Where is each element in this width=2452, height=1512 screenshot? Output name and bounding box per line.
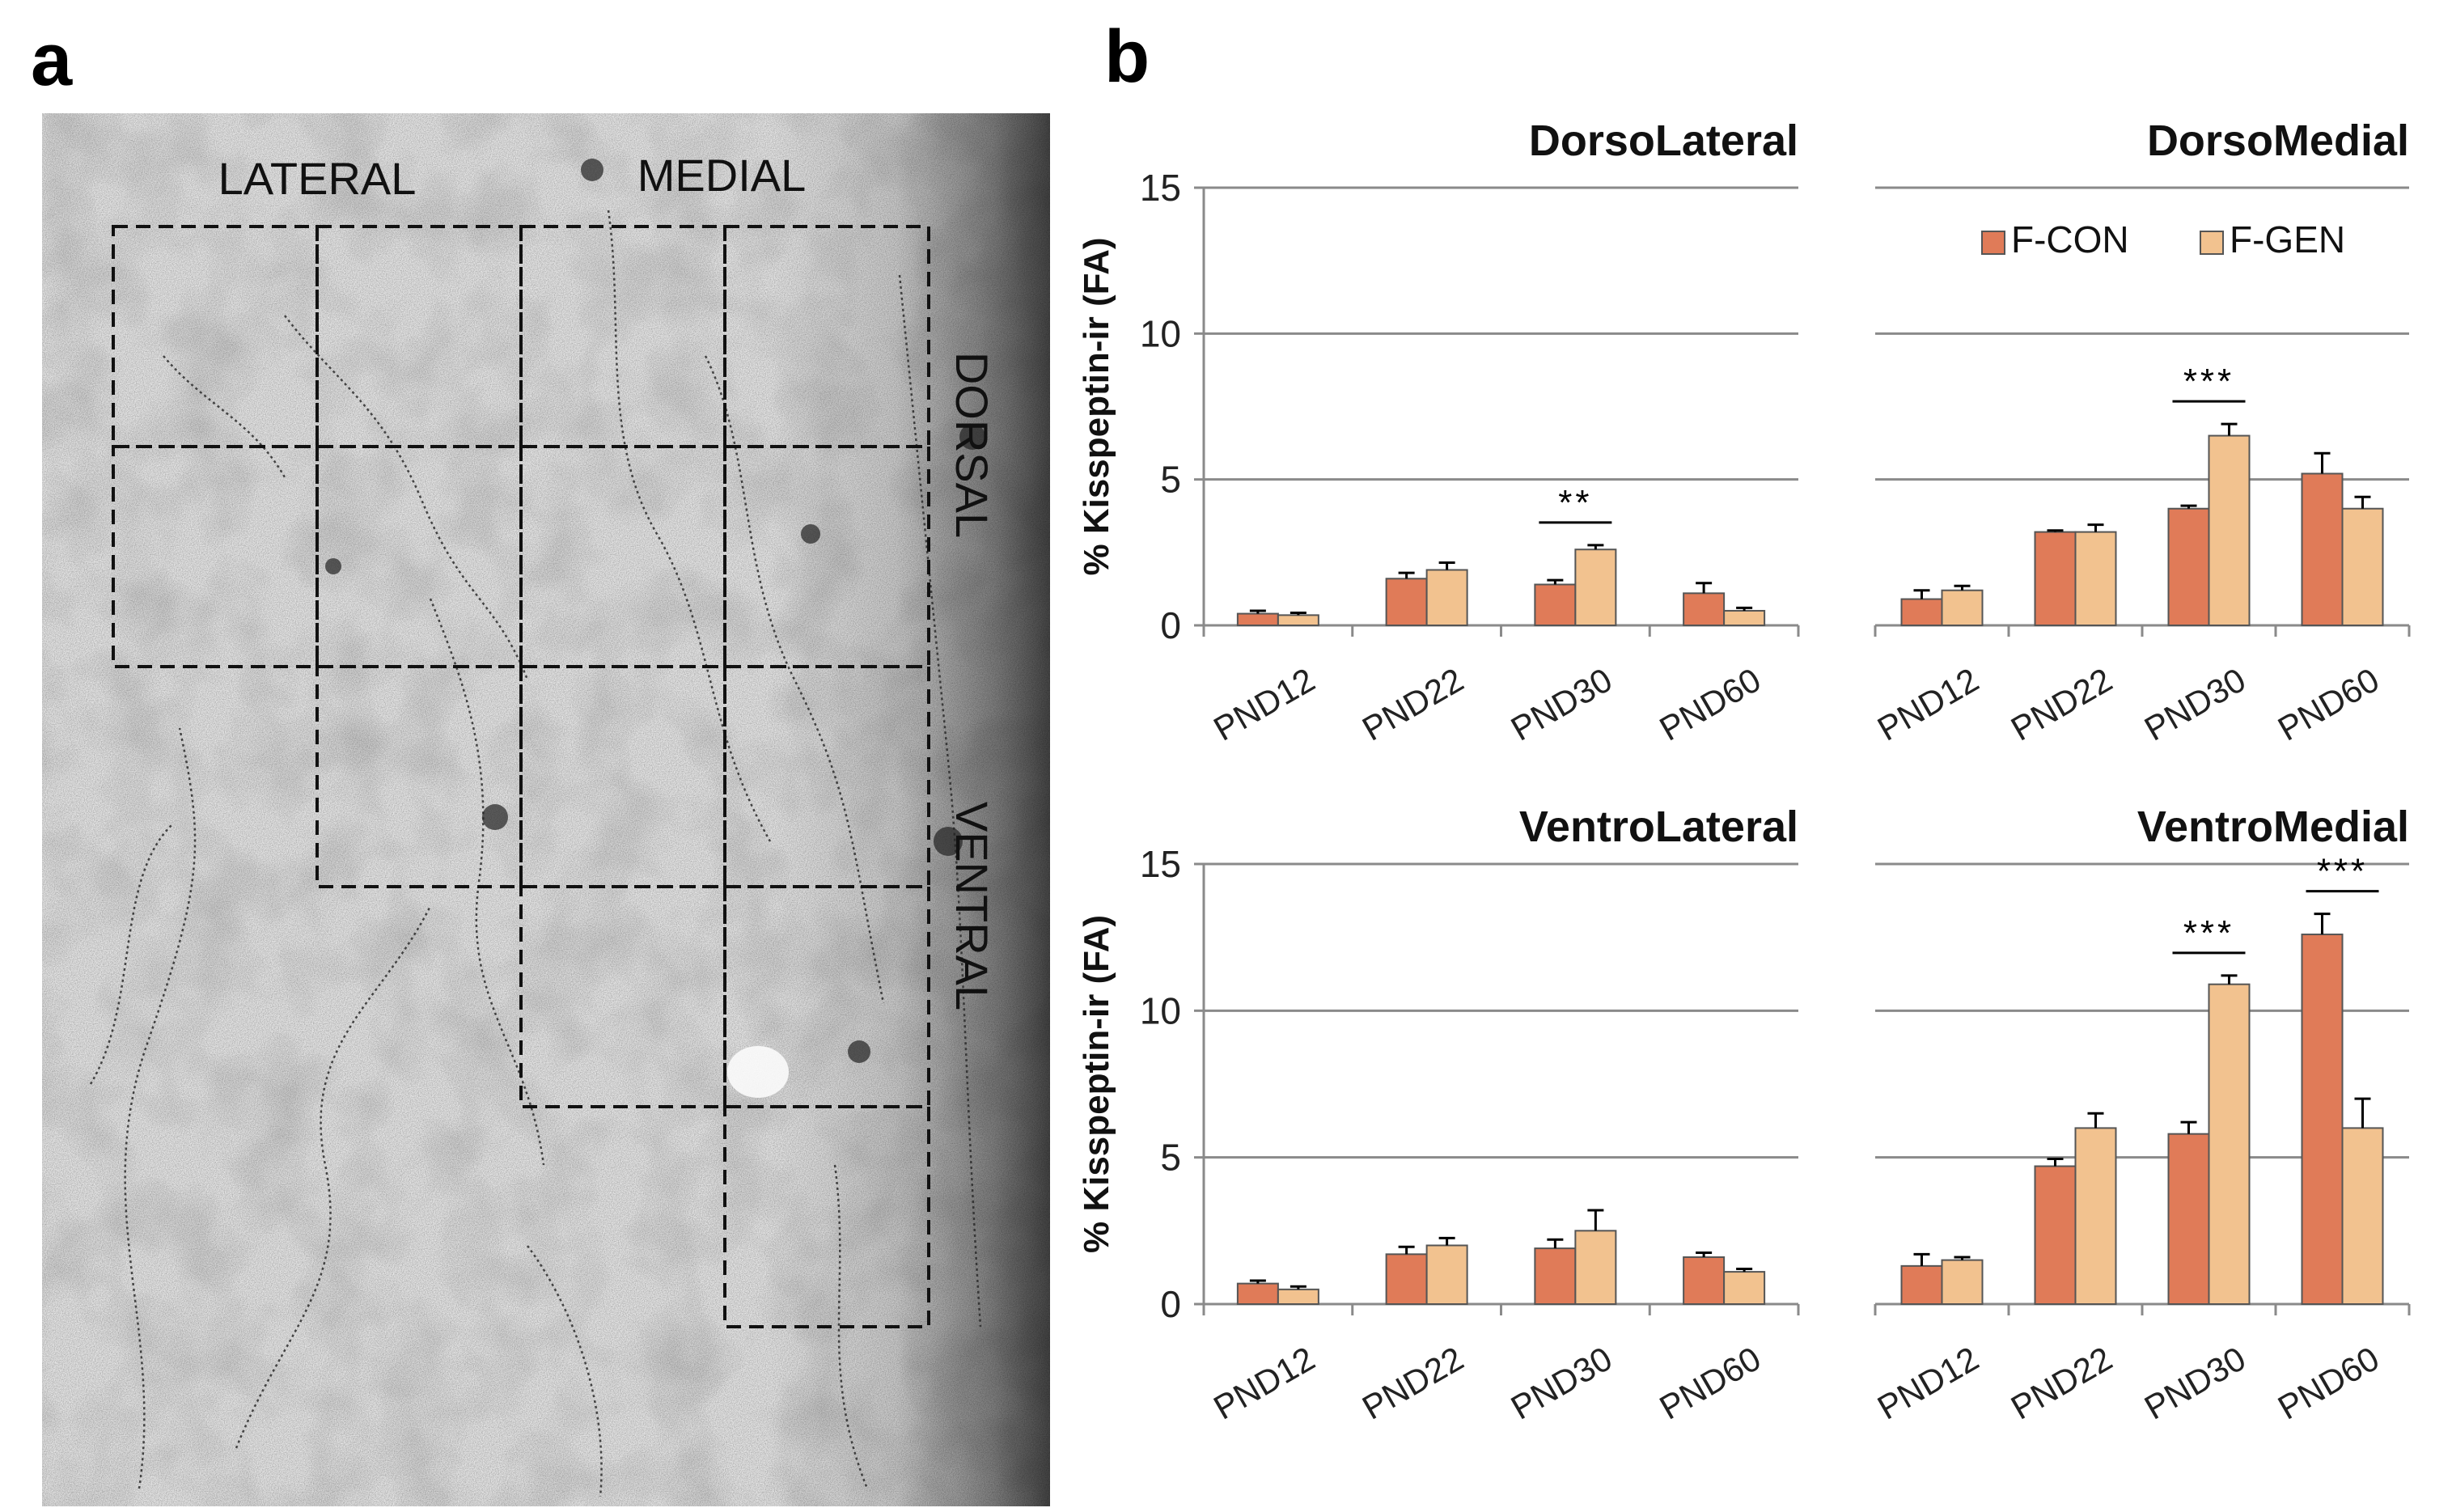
x-tick-label: PND30 bbox=[1505, 660, 1619, 748]
bar-f-con bbox=[1900, 598, 1943, 626]
bar-f-gen bbox=[1574, 548, 1617, 627]
bar-f-gen bbox=[2208, 434, 2251, 626]
y-tick-label: 0 bbox=[1160, 1283, 1181, 1325]
x-tick-label: PND30 bbox=[2138, 1339, 2252, 1426]
y-tick-label: 15 bbox=[1140, 167, 1181, 209]
significance-label: *** bbox=[2183, 362, 2234, 401]
region-box-l2a bbox=[112, 445, 319, 668]
bar-f-con bbox=[1534, 1247, 1577, 1306]
region-box-vm4 bbox=[723, 1105, 930, 1328]
bar-f-gen bbox=[1723, 609, 1766, 627]
label-medial: MEDIAL bbox=[637, 150, 807, 201]
chart-dorsomedial: PND12 PND22 PND30 PND60 *** DorsoMedial F-CON F… bbox=[1871, 116, 2411, 748]
y-tick-label: 15 bbox=[1140, 843, 1181, 885]
bar-f-con bbox=[2034, 1165, 2077, 1305]
micrograph-cell-clusters bbox=[325, 159, 985, 1063]
chart-title: VentroMedial bbox=[2137, 803, 2409, 851]
x-tick-label: PND22 bbox=[2005, 1339, 2119, 1426]
bar-f-gen bbox=[2341, 507, 2384, 626]
region-box-vl1 bbox=[315, 665, 523, 888]
label-lateral: LATERAL bbox=[218, 153, 417, 204]
bar-f-gen bbox=[1723, 1271, 1766, 1306]
bar-f-gen bbox=[1941, 589, 1984, 626]
x-tick-label: PND60 bbox=[1653, 660, 1767, 748]
bar-f-con bbox=[1236, 612, 1279, 626]
y-axis-title: % Kisspeptin-ir (FA) bbox=[1077, 237, 1116, 575]
bar-f-gen bbox=[2208, 983, 2251, 1306]
bar-f-gen bbox=[1574, 1230, 1617, 1306]
bar-f-con bbox=[1385, 578, 1428, 626]
significance-label: ** bbox=[1558, 483, 1592, 523]
bar-f-gen bbox=[1277, 614, 1319, 626]
bar-f-gen bbox=[1425, 569, 1468, 626]
chart-title: VentroLateral bbox=[1519, 803, 1798, 851]
label-dorsal: DORSAL bbox=[946, 352, 997, 538]
bar-f-con bbox=[1683, 592, 1726, 626]
legend-label: F-GEN bbox=[2230, 218, 2345, 260]
bar-f-gen bbox=[2074, 531, 2117, 626]
y-tick-label: 10 bbox=[1140, 989, 1181, 1031]
panel-a-letter: a bbox=[31, 19, 73, 101]
x-tick-label: PND30 bbox=[1505, 1339, 1619, 1426]
legend-swatch-f-con bbox=[1981, 231, 2005, 255]
bar-f-gen bbox=[2074, 1127, 2117, 1306]
region-box-vm2 bbox=[519, 885, 726, 1108]
chart-title: DorsoMedial bbox=[2147, 116, 2409, 165]
chart-ventrolateral: 0 5 10 15 % Kisspeptin-ir (FA) PND12 PND22 PND3… bbox=[1077, 803, 1800, 1427]
bar-f-con bbox=[1236, 1282, 1279, 1305]
y-tick-label: 5 bbox=[1160, 459, 1181, 501]
bar-f-gen bbox=[1425, 1244, 1468, 1306]
x-tick-label: PND60 bbox=[2272, 660, 2386, 748]
x-tick-label: PND22 bbox=[1356, 1339, 1470, 1426]
x-tick-label: PND12 bbox=[1207, 1339, 1321, 1426]
micrograph-image: LATERAL MEDIAL DORSAL VENTRAL bbox=[42, 113, 1050, 1506]
x-tick-label: PND22 bbox=[2005, 660, 2119, 748]
bar-f-con bbox=[1534, 583, 1577, 626]
bar-f-con bbox=[1900, 1264, 1943, 1306]
label-ventral: VENTRAL bbox=[946, 802, 997, 1010]
bar-f-gen bbox=[1277, 1288, 1319, 1306]
x-tick-label: PND30 bbox=[2138, 660, 2252, 748]
chart-ventromedial: PND12 PND22 PND30 PND60******VentroMedial bbox=[1871, 803, 2411, 1427]
x-tick-label: PND60 bbox=[1653, 1339, 1767, 1426]
bar-f-gen bbox=[1941, 1259, 1984, 1305]
legend-label: F-CON bbox=[2011, 218, 2129, 260]
x-tick-label: PND60 bbox=[2272, 1339, 2386, 1426]
region-grid bbox=[112, 225, 930, 1328]
significance-label: *** bbox=[2183, 913, 2234, 953]
bar-f-con bbox=[2167, 1133, 2210, 1305]
y-tick-label: 10 bbox=[1140, 312, 1181, 354]
y-tick-label: 0 bbox=[1160, 604, 1181, 646]
legend-swatch-f-gen bbox=[2200, 231, 2224, 255]
y-tick-label: 5 bbox=[1160, 1137, 1181, 1179]
bar-f-con bbox=[1683, 1256, 1726, 1306]
chart-dorsolateral: 0 5 10 15 % Kisspeptin-ir (FA) PND12 PND22 PND3… bbox=[1077, 116, 1800, 748]
significance-label: *** bbox=[2317, 852, 2368, 892]
x-tick-label: PND12 bbox=[1207, 660, 1321, 748]
panel-b-letter: b bbox=[1104, 15, 1150, 98]
y-axis-title: % Kisspeptin-ir (FA) bbox=[1077, 915, 1116, 1253]
micrograph-bright-spot bbox=[727, 1046, 789, 1098]
x-tick-label: PND22 bbox=[1356, 660, 1470, 748]
bar-f-con bbox=[2167, 507, 2210, 626]
bar-f-gen bbox=[2341, 1127, 2384, 1306]
chart-title: DorsoLateral bbox=[1529, 116, 1798, 165]
micrograph-fibers bbox=[89, 210, 982, 1497]
bar-f-con bbox=[2301, 934, 2344, 1306]
bar-f-con bbox=[2034, 531, 2077, 626]
micrograph-grain bbox=[42, 113, 1050, 1506]
bar-f-con bbox=[1385, 1253, 1428, 1306]
x-tick-label: PND12 bbox=[1871, 660, 1985, 748]
bar-f-con bbox=[2301, 472, 2344, 626]
x-tick-label: PND12 bbox=[1871, 1339, 1985, 1426]
